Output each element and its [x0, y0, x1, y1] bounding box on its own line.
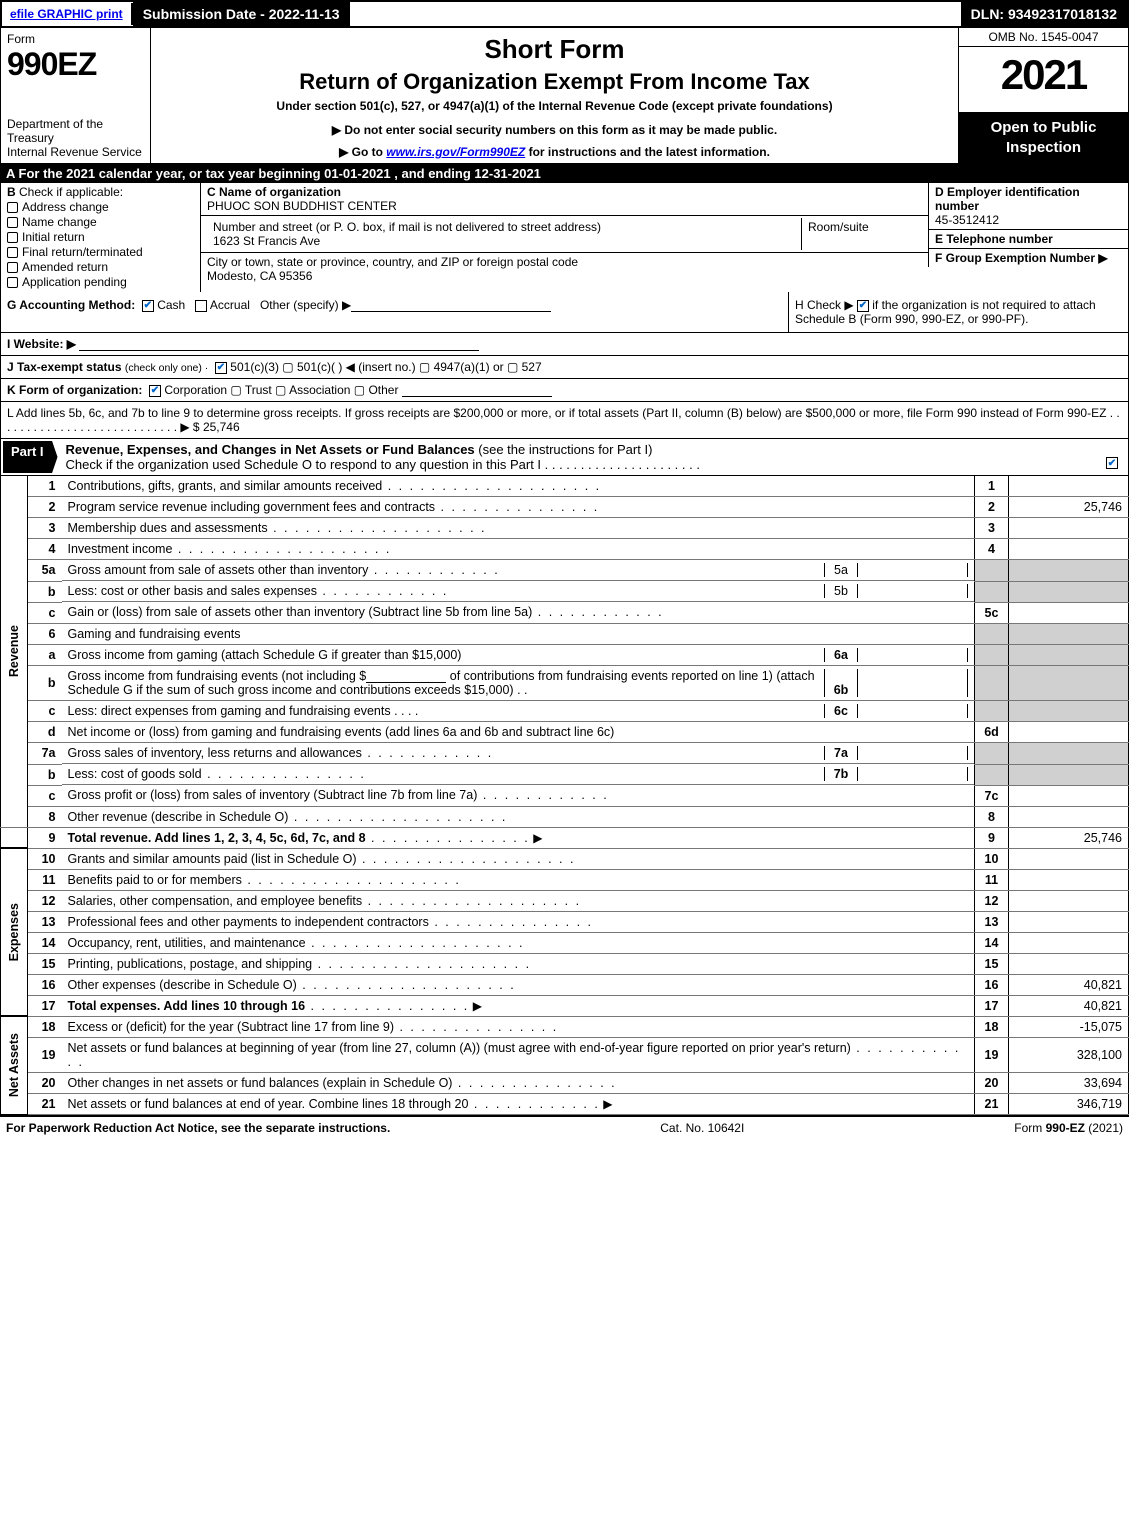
line-6b: b Gross income from fundraising events (… — [1, 666, 1129, 701]
line-14: 14 Occupancy, rent, utilities, and maint… — [1, 932, 1129, 953]
dln-label: DLN: 93492317018132 — [961, 2, 1127, 26]
h-schedule-b: H Check ▶ if the organization is not req… — [788, 292, 1128, 332]
return-title: Return of Organization Exempt From Incom… — [157, 69, 952, 95]
header-subtitle: Under section 501(c), 527, or 4947(a)(1)… — [157, 99, 952, 113]
e-phone: E Telephone number — [928, 230, 1128, 249]
line-6d: d Net income or (loss) from gaming and f… — [1, 722, 1129, 743]
short-form-title: Short Form — [157, 34, 952, 65]
f-group-exemption: F Group Exemption Number ▶ — [928, 249, 1128, 267]
g-accounting: G Accounting Method: Cash Accrual Other … — [1, 292, 788, 332]
form-number: 990EZ — [7, 46, 144, 83]
column-c: C Name of organization PHUOC SON BUDDHIS… — [201, 183, 928, 292]
expenses-rot-label: Expenses — [7, 903, 21, 961]
column-b: B Check if applicable: Address change Na… — [1, 183, 201, 292]
c-city: City or town, state or province, country… — [201, 253, 928, 285]
chk-corporation[interactable] — [149, 385, 161, 397]
line-7a: 7a Gross sales of inventory, less return… — [1, 743, 1129, 765]
part-i-header: Part I Revenue, Expenses, and Changes in… — [0, 439, 1129, 476]
footer-left: For Paperwork Reduction Act Notice, see … — [6, 1121, 390, 1135]
line-6a: a Gross income from gaming (attach Sched… — [1, 644, 1129, 666]
line-4: 4 Investment income 4 — [1, 539, 1129, 560]
chk-accrual[interactable] — [195, 300, 207, 312]
chk-501c3[interactable] — [215, 362, 227, 374]
chk-address-change[interactable]: Address change — [7, 200, 194, 214]
chk-final-return[interactable]: Final return/terminated — [7, 245, 194, 259]
line-7c: c Gross profit or (loss) from sales of i… — [1, 785, 1129, 806]
line-13: 13 Professional fees and other payments … — [1, 911, 1129, 932]
column-def: D Employer identification number 45-3512… — [928, 183, 1128, 292]
chk-amended-return[interactable]: Amended return — [7, 260, 194, 274]
open-public-badge: Open to Public Inspection — [959, 112, 1128, 163]
line-5a: 5a Gross amount from sale of assets othe… — [1, 560, 1129, 582]
top-bar-left: efile GRAPHIC print Submission Date - 20… — [2, 2, 350, 26]
top-bar: efile GRAPHIC print Submission Date - 20… — [0, 0, 1129, 28]
line-15: 15 Printing, publications, postage, and … — [1, 953, 1129, 974]
chk-application-pending[interactable]: Application pending — [7, 275, 194, 289]
ssn-notice: ▶ Do not enter social security numbers o… — [157, 123, 952, 137]
efile-print-link[interactable]: efile GRAPHIC print — [2, 3, 133, 25]
line-18: Net Assets 18 Excess or (deficit) for th… — [1, 1016, 1129, 1037]
omb-number: OMB No. 1545-0047 — [959, 28, 1128, 47]
netassets-rot-label: Net Assets — [7, 1033, 21, 1097]
chk-h[interactable] — [857, 300, 869, 312]
line-20: 20 Other changes in net assets or fund b… — [1, 1072, 1129, 1093]
tax-year: 2021 — [959, 47, 1128, 103]
row-a-calendar-year: A For the 2021 calendar year, or tax yea… — [0, 164, 1129, 183]
room-suite: Room/suite — [802, 218, 922, 250]
header-right: OMB No. 1545-0047 2021 Open to Public In… — [958, 28, 1128, 163]
line-3: 3 Membership dues and assessments 3 — [1, 518, 1129, 539]
part-i-tag: Part I — [3, 441, 58, 473]
line-6c: c Less: direct expenses from gaming and … — [1, 701, 1129, 722]
dept-label: Department of the Treasury Internal Reve… — [7, 117, 144, 159]
section-bcd: B Check if applicable: Address change Na… — [0, 183, 1129, 292]
row-gh: G Accounting Method: Cash Accrual Other … — [0, 292, 1129, 333]
line-7b: b Less: cost of goods sold7b — [1, 764, 1129, 785]
c-org-name: C Name of organization PHUOC SON BUDDHIS… — [201, 183, 928, 216]
header-middle: Short Form Return of Organization Exempt… — [151, 28, 958, 163]
revenue-rot-label: Revenue — [7, 625, 21, 677]
footer-form-ref: Form 990-EZ (2021) — [1014, 1121, 1123, 1135]
line-17: 17 Total expenses. Add lines 10 through … — [1, 995, 1129, 1016]
line-1: Revenue 1 Contributions, gifts, grants, … — [1, 476, 1129, 497]
c-street: Number and street (or P. O. box, if mail… — [201, 216, 928, 253]
row-k-org-form: K Form of organization: Corporation ▢ Tr… — [0, 379, 1129, 402]
part-i-title: Revenue, Expenses, and Changes in Net As… — [60, 439, 1128, 475]
part-i-table: Revenue 1 Contributions, gifts, grants, … — [0, 476, 1129, 1115]
line-5c: c Gain or (loss) from sale of assets oth… — [1, 602, 1129, 623]
submission-date: Submission Date - 2022-11-13 — [133, 2, 350, 26]
line-10: Expenses 10 Grants and similar amounts p… — [1, 848, 1129, 869]
form-word: Form — [7, 32, 144, 46]
irs-link[interactable]: www.irs.gov/Form990EZ — [386, 145, 525, 159]
row-j-tax-exempt: J Tax-exempt status (check only one) · 5… — [0, 356, 1129, 379]
footer-cat-no: Cat. No. 10642I — [660, 1121, 744, 1135]
line-21: 21 Net assets or fund balances at end of… — [1, 1093, 1129, 1114]
line-6: 6 Gaming and fundraising events — [1, 623, 1129, 644]
line-2: 2 Program service revenue including gove… — [1, 497, 1129, 518]
page-footer: For Paperwork Reduction Act Notice, see … — [0, 1115, 1129, 1139]
chk-name-change[interactable]: Name change — [7, 215, 194, 229]
form-header: Form 990EZ Department of the Treasury In… — [0, 28, 1129, 164]
line-5b: b Less: cost or other basis and sales ex… — [1, 581, 1129, 602]
line-16: 16 Other expenses (describe in Schedule … — [1, 974, 1129, 995]
goto-line: ▶ Go to www.irs.gov/Form990EZ for instru… — [157, 145, 952, 159]
chk-initial-return[interactable]: Initial return — [7, 230, 194, 244]
chk-cash[interactable] — [142, 300, 154, 312]
line-12: 12 Salaries, other compensation, and emp… — [1, 890, 1129, 911]
line-11: 11 Benefits paid to or for members 11 — [1, 869, 1129, 890]
line-9: 9 Total revenue. Add lines 1, 2, 3, 4, 5… — [1, 827, 1129, 848]
d-ein: D Employer identification number 45-3512… — [928, 183, 1128, 230]
chk-schedule-o[interactable] — [1106, 457, 1118, 469]
header-left: Form 990EZ Department of the Treasury In… — [1, 28, 151, 163]
line-19: 19 Net assets or fund balances at beginn… — [1, 1037, 1129, 1072]
row-l-gross-receipts: L Add lines 5b, 6c, and 7b to line 9 to … — [0, 402, 1129, 439]
row-i-website: I Website: ▶ — [0, 333, 1129, 356]
line-8: 8 Other revenue (describe in Schedule O)… — [1, 806, 1129, 827]
